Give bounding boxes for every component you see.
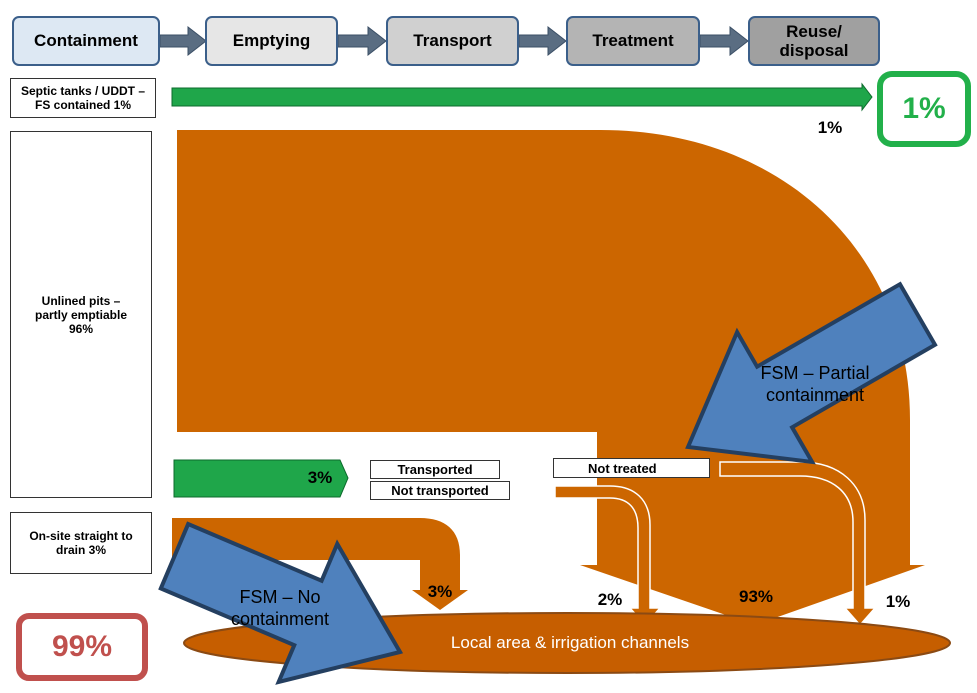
transported-box: Transported [370, 460, 500, 479]
annotation: FSM – Partial containment [760, 363, 870, 405]
destination-label: Local area & irrigation channels [450, 633, 690, 652]
no-containment-arrow [158, 521, 404, 685]
stage-connectors [159, 25, 749, 57]
flow-label: 93% [738, 587, 774, 606]
partial-containment-arrow [685, 281, 938, 465]
stage: Containment [12, 16, 160, 66]
stage: Reuse/ disposal [748, 16, 880, 66]
unsafe-box [16, 613, 148, 681]
flow-label: 3% [427, 582, 453, 601]
emptied-flow [173, 459, 349, 498]
contained-flow [171, 82, 873, 112]
flow-label: 1% [885, 592, 911, 611]
containment-box: Unlined pits – partly emptiable 96% [10, 131, 152, 498]
flow-label: 2% [597, 590, 623, 609]
annotation: FSM – No containment [230, 587, 330, 629]
flow-label: 1% [817, 118, 843, 137]
unsafe-label: 99% [51, 630, 113, 663]
flow-label: 3% [307, 468, 333, 487]
containment-box: On-site straight to drain 3% [10, 512, 152, 574]
drain-flow [172, 518, 468, 610]
unlined-pit-flow [177, 130, 925, 625]
containment-box: Septic tanks / UDDT – FS contained 1% [10, 78, 156, 118]
safe-label: 1% [902, 92, 946, 125]
not-transported-box: Not transported [370, 481, 510, 500]
not-treated-box: Not treated [553, 458, 710, 478]
stage: Transport [386, 16, 519, 66]
stage: Emptying [205, 16, 338, 66]
stage: Treatment [566, 16, 700, 66]
safe-box [877, 71, 971, 147]
